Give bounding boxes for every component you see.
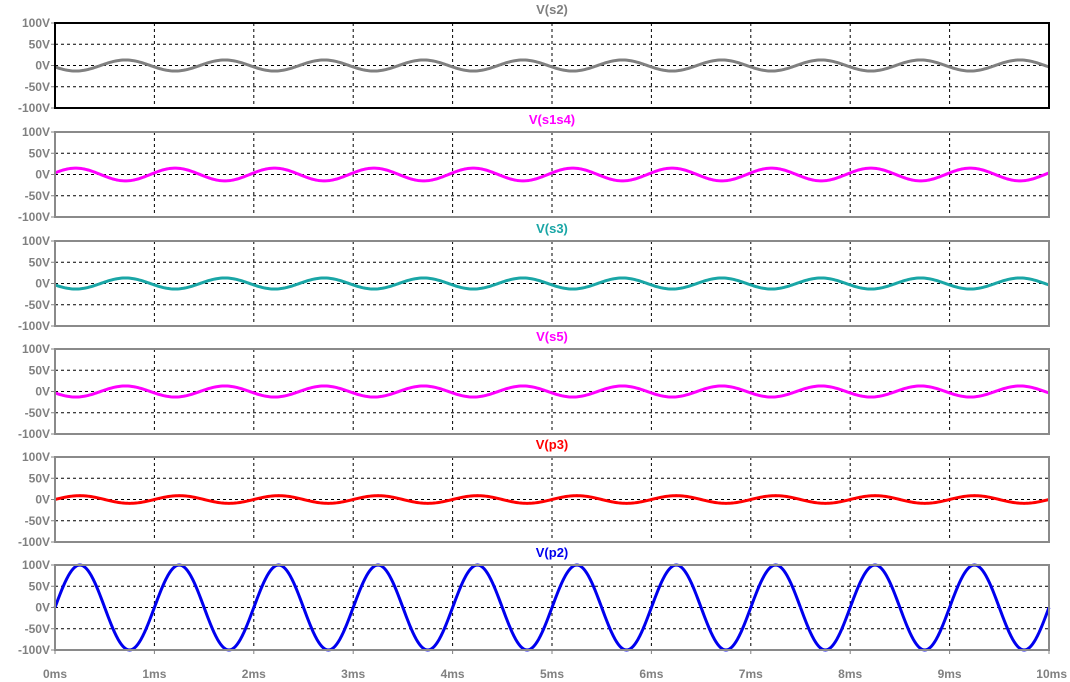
y-tick-label: -50V bbox=[25, 80, 50, 94]
y-tick-label: 50V bbox=[29, 146, 50, 160]
pane-frame bbox=[54, 348, 1050, 435]
y-tick-label: 50V bbox=[29, 255, 50, 269]
x-tick-label: 8ms bbox=[838, 667, 862, 681]
y-tick-label: -50V bbox=[25, 406, 50, 420]
y-tick-label: -50V bbox=[25, 189, 50, 203]
x-axis: 0ms 1ms 2ms 3ms 4ms 5ms 6ms 7ms 8ms 9ms 10ms bbox=[43, 650, 1067, 681]
trace-label[interactable]: V(p2) bbox=[536, 545, 569, 560]
x-tick-label: 10ms bbox=[1036, 667, 1067, 681]
plot-pane[interactable]: V(p3) 100V 50V 0V -50V -100V bbox=[18, 437, 1050, 549]
trace-label[interactable]: V(s1s4) bbox=[529, 112, 575, 127]
pane-frame bbox=[54, 456, 1050, 543]
y-tick-label: 0V bbox=[35, 59, 50, 73]
trace-label[interactable]: V(p3) bbox=[536, 437, 569, 452]
trace-line[interactable] bbox=[53, 563, 1051, 652]
plot-pane[interactable]: V(s3) 100V 50V 0V -50V -100V bbox=[18, 221, 1050, 333]
plot-pane[interactable]: V(s1s4) 100V 50V 0V -50V -100V bbox=[18, 112, 1050, 224]
x-tick-label: 5ms bbox=[540, 667, 564, 681]
plot-pane[interactable]: V(s2) 100V 50V 0V -50V -100V bbox=[18, 2, 1050, 115]
y-tick-label: -100V bbox=[18, 643, 50, 657]
trace-line[interactable] bbox=[54, 384, 1050, 399]
y-tick-label: 50V bbox=[29, 579, 50, 593]
y-tick-label: -100V bbox=[18, 535, 50, 549]
y-tick-label: 0V bbox=[35, 493, 50, 507]
y-tick-label: 50V bbox=[29, 471, 50, 485]
trace-label[interactable]: V(s3) bbox=[536, 221, 568, 236]
y-tick-label: 100V bbox=[22, 558, 50, 572]
trace-line[interactable] bbox=[54, 58, 1050, 73]
plot-pane[interactable]: V(p2) 100V 50V 0V -50V -100V bbox=[18, 545, 1051, 657]
y-tick-label: 100V bbox=[22, 125, 50, 139]
y-tick-label: 0V bbox=[35, 385, 50, 399]
x-tick-label: 7ms bbox=[739, 667, 763, 681]
y-tick-label: -50V bbox=[25, 298, 50, 312]
y-tick-label: 100V bbox=[22, 450, 50, 464]
x-tick-label: 4ms bbox=[441, 667, 465, 681]
x-tick-label: 6ms bbox=[639, 667, 663, 681]
y-tick-label: -100V bbox=[18, 319, 50, 333]
y-tick-label: -50V bbox=[25, 514, 50, 528]
y-tick-label: -50V bbox=[25, 622, 50, 636]
trace-line[interactable] bbox=[54, 494, 1050, 505]
x-tick-label: 1ms bbox=[142, 667, 166, 681]
pane-frame bbox=[54, 22, 1050, 109]
pane-frame bbox=[54, 131, 1050, 218]
y-tick-label: 0V bbox=[35, 277, 50, 291]
plot-pane[interactable]: V(s5) 100V 50V 0V -50V -100V bbox=[18, 329, 1050, 441]
y-tick-label: 100V bbox=[22, 234, 50, 248]
x-tick-label: 3ms bbox=[341, 667, 365, 681]
y-tick-label: 50V bbox=[29, 363, 50, 377]
y-tick-label: 50V bbox=[29, 37, 50, 51]
trace-line[interactable] bbox=[54, 276, 1050, 291]
y-tick-label: -100V bbox=[18, 427, 50, 441]
y-tick-label: -100V bbox=[18, 210, 50, 224]
trace-line[interactable] bbox=[54, 166, 1050, 183]
y-tick-label: 0V bbox=[35, 601, 50, 615]
trace-label[interactable]: V(s5) bbox=[536, 329, 568, 344]
y-tick-label: 100V bbox=[22, 342, 50, 356]
x-tick-label: 2ms bbox=[242, 667, 266, 681]
x-tick-label: 9ms bbox=[938, 667, 962, 681]
pane-frame bbox=[54, 240, 1050, 327]
y-tick-label: 0V bbox=[35, 168, 50, 182]
trace-label[interactable]: V(s2) bbox=[536, 2, 568, 17]
x-tick-label: 0ms bbox=[43, 667, 67, 681]
y-tick-label: -100V bbox=[18, 101, 50, 115]
y-tick-label: 100V bbox=[22, 16, 50, 30]
